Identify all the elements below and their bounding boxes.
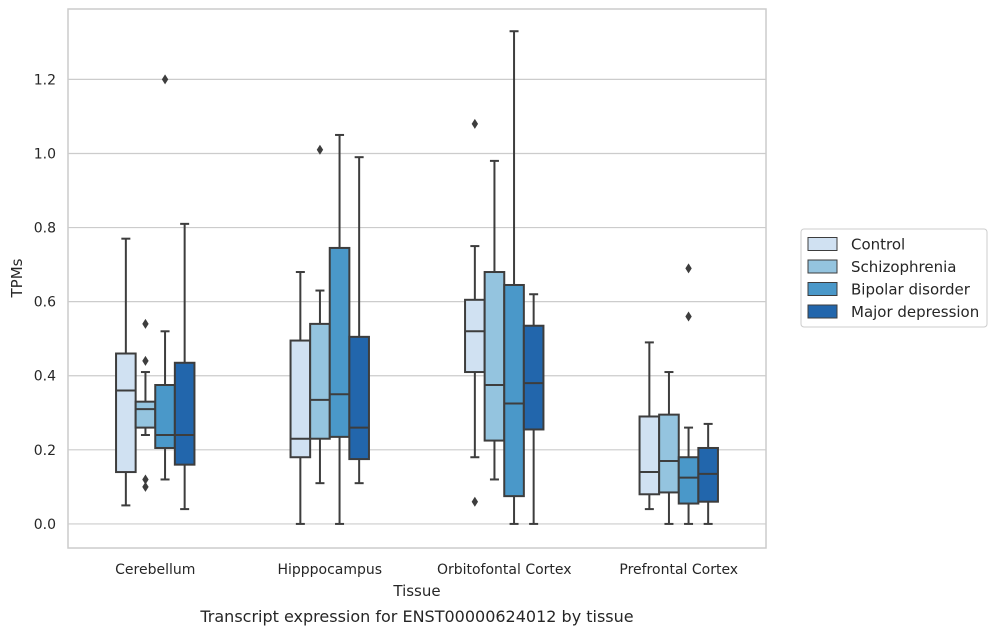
box-body	[115, 352, 137, 474]
legend-label: Bipolar disorder	[851, 281, 971, 299]
box-body	[503, 283, 525, 498]
y-axis-label: TPMs	[8, 258, 26, 298]
y-tick-label: 1.0	[34, 146, 56, 162]
box-body	[483, 271, 506, 442]
outlier-marker	[142, 318, 149, 329]
legend-swatch	[807, 282, 838, 296]
box-mark	[115, 237, 137, 507]
box-body	[328, 246, 351, 438]
box-body	[289, 339, 312, 459]
box-mark	[464, 118, 486, 507]
legend-frame	[800, 228, 988, 328]
y-tick-label: 0.8	[34, 221, 56, 237]
legend: Control Schizophrenia Bipolar disorder Majo…	[800, 228, 988, 328]
outlier-marker	[142, 355, 149, 366]
outlier-marker	[685, 311, 692, 322]
box-mark	[173, 222, 196, 511]
box-mark	[503, 30, 525, 525]
outlier-marker	[471, 118, 479, 129]
chart-caption: Transcript expression for ENST0000062401…	[199, 607, 633, 626]
y-tick-label: 1.2	[34, 72, 56, 88]
box-body	[522, 324, 545, 431]
plot-frame	[67, 8, 767, 549]
box-body	[154, 384, 176, 449]
legend-label: Schizophrenia	[851, 258, 956, 276]
box-mark	[289, 271, 312, 525]
box-mark	[328, 133, 351, 525]
box-mark	[677, 263, 700, 525]
box-mark	[483, 159, 506, 481]
box-mark	[658, 371, 680, 525]
outlier-marker	[161, 74, 169, 85]
legend-swatch	[807, 304, 838, 319]
x-tick-label: Prefrontal Cortex	[619, 562, 738, 578]
box-body	[658, 413, 680, 494]
box-mark	[697, 422, 719, 525]
legend-swatch	[807, 259, 838, 274]
box-mark	[522, 293, 545, 525]
legend-label: Major depression	[851, 303, 979, 321]
outlier-marker	[316, 144, 324, 155]
box-body	[173, 361, 196, 466]
box-mark	[309, 144, 331, 485]
series-bipolar-disorder	[154, 30, 700, 525]
y-tick-labels: 0.0 0.2 0.4 0.6 0.8 1.0 1.2	[34, 72, 56, 533]
outlier-marker	[471, 496, 479, 507]
box-body	[134, 400, 157, 429]
x-tick-label: Orbitofontal Cortex	[437, 562, 572, 578]
series-major-depression	[173, 156, 719, 525]
box-body	[677, 456, 700, 505]
x-axis-label: Tissue	[392, 582, 440, 600]
outlier-marker	[142, 481, 149, 492]
box-mark	[348, 156, 370, 485]
box-mark	[154, 74, 176, 481]
y-tick-label: 0.4	[34, 369, 56, 385]
box-body	[309, 322, 331, 440]
y-tick-label: 0.6	[34, 295, 56, 311]
series-schizophrenia	[134, 144, 680, 525]
box-body	[638, 415, 661, 496]
box-body	[464, 298, 486, 374]
x-tick-label: Cerebellum	[115, 562, 195, 578]
outlier-marker	[142, 474, 149, 485]
legend-label: Control	[851, 236, 905, 254]
x-tick-labels: Cerebellum Hipppocampus Orbitofontal Corte…	[115, 562, 738, 578]
y-tick-label: 0.0	[34, 517, 56, 533]
box-mark	[638, 341, 661, 511]
box-mark	[134, 318, 157, 492]
outlier-marker	[685, 263, 692, 274]
box-series-group	[115, 30, 719, 525]
x-tick-label: Hipppocampus	[277, 562, 382, 578]
legend-swatch	[807, 237, 838, 251]
y-tick-label: 0.2	[34, 443, 56, 459]
series-control	[115, 118, 661, 525]
box-body	[348, 335, 370, 461]
